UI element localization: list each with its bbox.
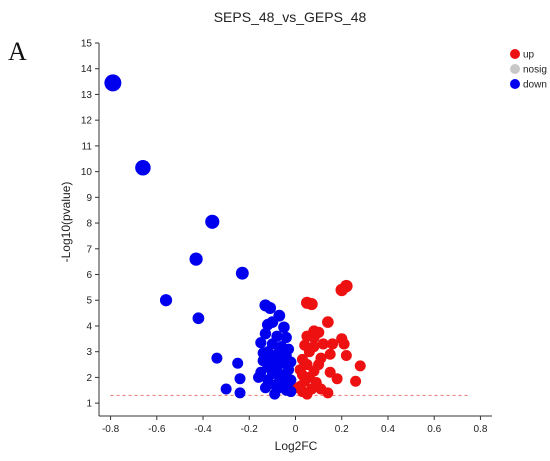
y-tick-label: 9 bbox=[86, 193, 92, 204]
chart-title: SEPS_48_vs_GEPS_48 bbox=[214, 9, 367, 25]
legend-marker-down bbox=[510, 79, 520, 89]
point-down bbox=[234, 373, 246, 385]
point-down bbox=[266, 351, 278, 363]
point-down bbox=[253, 371, 265, 383]
y-tick-label: 15 bbox=[81, 39, 93, 50]
y-tick-label: 11 bbox=[82, 141, 93, 152]
point-down bbox=[135, 160, 151, 176]
point-up bbox=[322, 316, 334, 328]
point-down bbox=[234, 387, 246, 399]
x-tick-label: 0 bbox=[293, 424, 299, 435]
point-down bbox=[232, 357, 244, 369]
point-down bbox=[276, 371, 288, 383]
point-down bbox=[269, 388, 281, 400]
point-up bbox=[350, 375, 362, 387]
legend-label-down: down bbox=[523, 80, 547, 91]
point-down bbox=[264, 301, 277, 314]
y-tick-label: 2 bbox=[86, 373, 92, 384]
x-tick-label: -0.8 bbox=[102, 424, 120, 435]
point-down bbox=[261, 318, 274, 331]
point-down bbox=[192, 312, 205, 325]
y-tick-label: 5 bbox=[86, 296, 92, 307]
point-down bbox=[255, 337, 267, 349]
point-down bbox=[259, 382, 271, 394]
legend-label-up: up bbox=[523, 50, 535, 61]
point-up bbox=[324, 348, 336, 360]
x-tick-label: -0.2 bbox=[241, 424, 259, 435]
point-down bbox=[257, 347, 269, 359]
x-tick-label: 0.4 bbox=[381, 424, 395, 435]
point-down bbox=[220, 383, 232, 395]
point-up bbox=[303, 346, 315, 358]
point-up bbox=[340, 350, 352, 362]
point-down bbox=[285, 374, 297, 386]
y-tick-label: 1 bbox=[86, 399, 92, 410]
point-up bbox=[354, 360, 366, 372]
legend: up nosig down bbox=[510, 49, 547, 91]
y-axis-label: -Log10(pvalue) bbox=[59, 182, 73, 263]
x-axis-label: Log2FC bbox=[275, 439, 318, 453]
point-down bbox=[205, 214, 220, 229]
x-tick-label: 0.2 bbox=[335, 424, 349, 435]
point-down bbox=[280, 331, 292, 344]
point-up bbox=[317, 338, 329, 350]
x-tick-label: 0.6 bbox=[427, 424, 441, 435]
point-down bbox=[278, 382, 290, 394]
y-tick-label: 6 bbox=[86, 270, 92, 281]
y-tick-label: 4 bbox=[86, 321, 92, 332]
y-tick-label: 10 bbox=[81, 167, 93, 178]
point-up bbox=[324, 366, 336, 378]
point-down bbox=[235, 266, 249, 280]
point-up bbox=[305, 298, 318, 311]
point-down bbox=[259, 327, 272, 340]
y-tick-label: 3 bbox=[86, 347, 92, 358]
point-up bbox=[326, 338, 339, 350]
y-tick-label: 14 bbox=[81, 64, 93, 75]
point-up bbox=[301, 388, 313, 400]
y-tick-label: 8 bbox=[86, 219, 92, 230]
point-down bbox=[211, 352, 223, 364]
point-up bbox=[308, 331, 320, 344]
data-points bbox=[104, 74, 366, 400]
point-down bbox=[189, 252, 203, 266]
y-tick-label: 13 bbox=[81, 90, 93, 101]
y-tick-label: 12 bbox=[81, 116, 93, 127]
x-tick-label: -0.4 bbox=[194, 424, 212, 435]
point-down bbox=[278, 321, 290, 334]
panel-label: A bbox=[8, 37, 27, 66]
point-down bbox=[104, 74, 122, 92]
legend-marker-up bbox=[510, 49, 520, 59]
point-up bbox=[335, 283, 348, 297]
point-up bbox=[338, 338, 350, 350]
legend-marker-nosig bbox=[510, 64, 520, 74]
point-down bbox=[159, 294, 173, 307]
legend-label-nosig: nosig bbox=[523, 65, 547, 76]
point-down bbox=[285, 356, 297, 368]
point-up bbox=[331, 373, 343, 385]
x-tick-label: 0.8 bbox=[473, 424, 487, 435]
x-tick-label: -0.6 bbox=[148, 424, 166, 435]
point-up bbox=[299, 357, 311, 369]
point-up bbox=[322, 387, 334, 399]
y-tick-label: 7 bbox=[86, 244, 92, 255]
x-ticks: -0.8 -0.6 -0.4 -0.2 0 0.2 0.4 0.6 0.8 bbox=[102, 416, 488, 435]
